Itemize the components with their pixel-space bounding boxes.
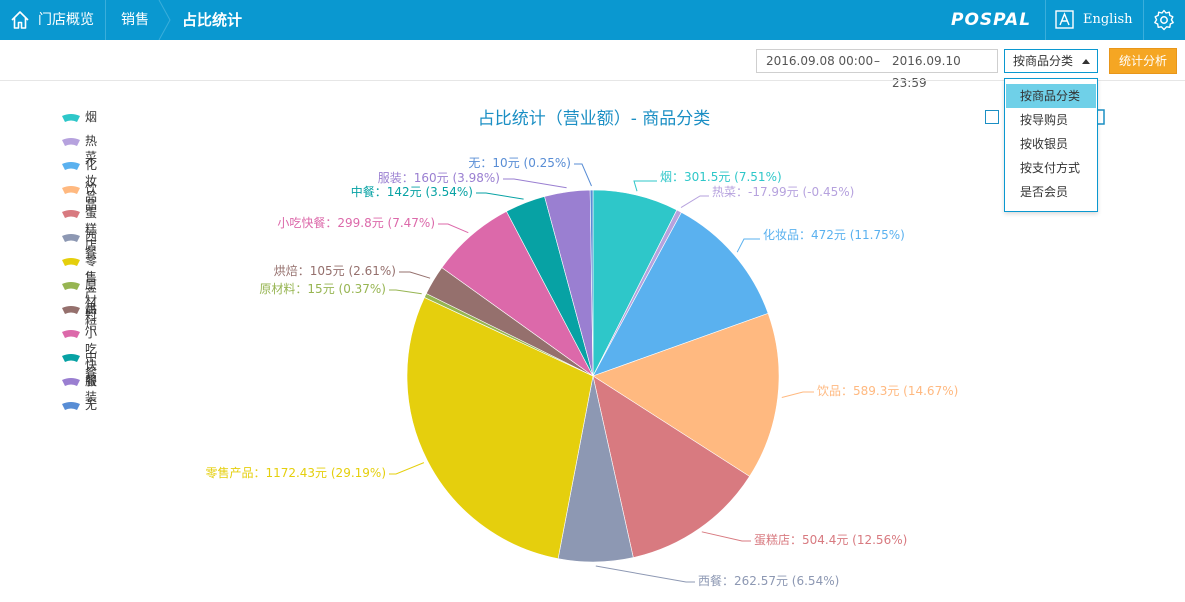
group-by-dropdown: 按商品分类按导购员按收银员按支付方式是否会员: [1004, 78, 1098, 212]
legend-label: 原材料: [85, 278, 98, 324]
legend-label: 中餐: [85, 350, 98, 380]
legend-swatch-icon: [62, 210, 80, 218]
pie-slice-label: 中餐：142元 (3.54%): [351, 184, 473, 199]
date-start: 2016.09.08 00:00: [766, 54, 874, 68]
breadcrumb-chevron-icon: [158, 0, 171, 40]
group-by-select[interactable]: 按商品分类: [1004, 49, 1098, 73]
legend-swatch-icon: [62, 234, 80, 242]
legend-swatch-icon: [62, 114, 80, 122]
date-separator: –: [874, 54, 880, 68]
dropdown-option-label: 按支付方式: [1020, 161, 1081, 175]
legend-label: 烘焙: [85, 302, 98, 332]
legend-label: 零售产品: [85, 254, 98, 316]
dropdown-option-label: 是否会员: [1020, 185, 1069, 199]
legend-label: 小吃快餐: [85, 326, 98, 388]
analyze-button[interactable]: 统计分析: [1109, 48, 1177, 74]
pie-label-line: [503, 178, 567, 189]
pie-slice-label: 小吃快餐：299.8元 (7.47%): [277, 215, 435, 230]
pie-slice[interactable]: [406, 297, 594, 560]
pie-label-line: [701, 531, 751, 542]
restore-icon[interactable]: [985, 110, 999, 124]
pie-label-line: [781, 391, 814, 398]
pie-label-line: [680, 195, 709, 209]
legend-label: 热菜: [85, 134, 98, 164]
legend-swatch-icon: [62, 186, 80, 194]
dropdown-option-label: 按导购员: [1020, 113, 1069, 127]
pie-slice-label: 热菜：-17.99元 (-0.45%): [712, 185, 854, 199]
pie-label-line: [633, 180, 657, 192]
pie-label-line: [574, 163, 592, 187]
pie-slice-label: 烟：301.5元 (7.51%): [660, 170, 782, 184]
pie-slice[interactable]: [592, 211, 769, 377]
pie-slice-label: 无：10元 (0.25%): [468, 156, 571, 170]
page-title: 占比统计: [182, 11, 243, 29]
pie-label-line: [389, 289, 422, 295]
pie-slice-label: 西餐：262.57元 (6.54%): [698, 573, 839, 588]
pie-slice-label: 蛋糕店：504.4元 (12.56%): [754, 533, 907, 547]
legend-swatch-icon: [62, 402, 80, 410]
legend-label: 烟: [85, 110, 98, 124]
chart-title: 占比统计（营业额）- 商品分类: [477, 109, 711, 129]
pie-slice[interactable]: [592, 375, 750, 558]
language-icon[interactable]: [1055, 10, 1074, 29]
pie-slice[interactable]: [589, 189, 594, 377]
caret-up-icon: [1082, 59, 1090, 64]
pie-label-line: [399, 271, 431, 279]
dropdown-option-label: 按商品分类: [1020, 89, 1081, 103]
legend-swatch-icon: [62, 306, 80, 314]
legend-label: 饮品: [85, 182, 98, 212]
pie-slice-label: 饮品：589.3元 (14.67%): [817, 384, 958, 398]
legend-label: 无: [85, 398, 98, 412]
home-icon[interactable]: [10, 10, 30, 30]
breadcrumb-home[interactable]: 门店概览: [38, 12, 94, 28]
breadcrumb-sales[interactable]: 销售: [121, 12, 149, 28]
legend-swatch-icon: [62, 378, 80, 386]
legend-swatch-icon: [62, 258, 80, 266]
top-bar: 门店概览 销售 占比统计 POSPAL English: [0, 0, 1185, 40]
pie-label-line: [389, 462, 425, 475]
pie-slice-label: 原材料：15元 (0.37%): [259, 282, 386, 296]
legend-label: 化妆品: [85, 158, 98, 204]
pie-slice-label: 烘焙：105元 (2.61%): [274, 263, 396, 278]
legend-swatch-icon: [62, 354, 80, 362]
pie-label-line: [438, 223, 469, 234]
toolbar-divider: [0, 80, 1185, 81]
dropdown-option[interactable]: 按导购员: [1006, 108, 1096, 132]
dropdown-option[interactable]: 是否会员: [1006, 180, 1096, 204]
header-divider: [1143, 0, 1144, 40]
pie-slice[interactable]: [592, 312, 780, 477]
pie-slice-label: 服装：160元 (3.98%): [378, 171, 500, 185]
breadcrumb-divider: [105, 0, 106, 40]
legend-label: 蛋糕店: [85, 206, 98, 252]
dropdown-option[interactable]: 按收银员: [1006, 132, 1096, 156]
pie-label-line: [595, 565, 695, 583]
dropdown-option-label: 按收银员: [1020, 137, 1069, 151]
pie-slice-label: 化妆品：472元 (11.75%): [763, 228, 905, 242]
gear-icon[interactable]: [1153, 9, 1175, 31]
legend-label: 西餐: [85, 230, 98, 260]
legend-label: 服装: [85, 374, 98, 404]
pie-slice-label: 零售产品：1172.43元 (29.19%): [205, 465, 386, 480]
header-divider: [1045, 0, 1046, 40]
dropdown-option[interactable]: 按商品分类: [1006, 84, 1096, 108]
pie-label-line: [736, 238, 760, 253]
pospal-logo: POSPAL: [951, 10, 1032, 30]
legend-swatch-icon: [62, 282, 80, 290]
pie-label-line: [476, 192, 524, 200]
legend-swatch-icon: [62, 330, 80, 338]
legend-swatch-icon: [62, 162, 80, 170]
save-image-icon[interactable]: [1096, 109, 1106, 125]
date-range-input[interactable]: 2016.09.08 00:00 – 2016.09.10 23:59: [756, 49, 998, 90]
language-switch[interactable]: English: [1083, 12, 1133, 27]
group-by-value: 按商品分类: [1013, 54, 1074, 68]
date-end: 2016.09.10 23:59: [892, 54, 961, 90]
dropdown-option[interactable]: 按支付方式: [1006, 156, 1096, 180]
legend-swatch-icon: [62, 138, 80, 146]
